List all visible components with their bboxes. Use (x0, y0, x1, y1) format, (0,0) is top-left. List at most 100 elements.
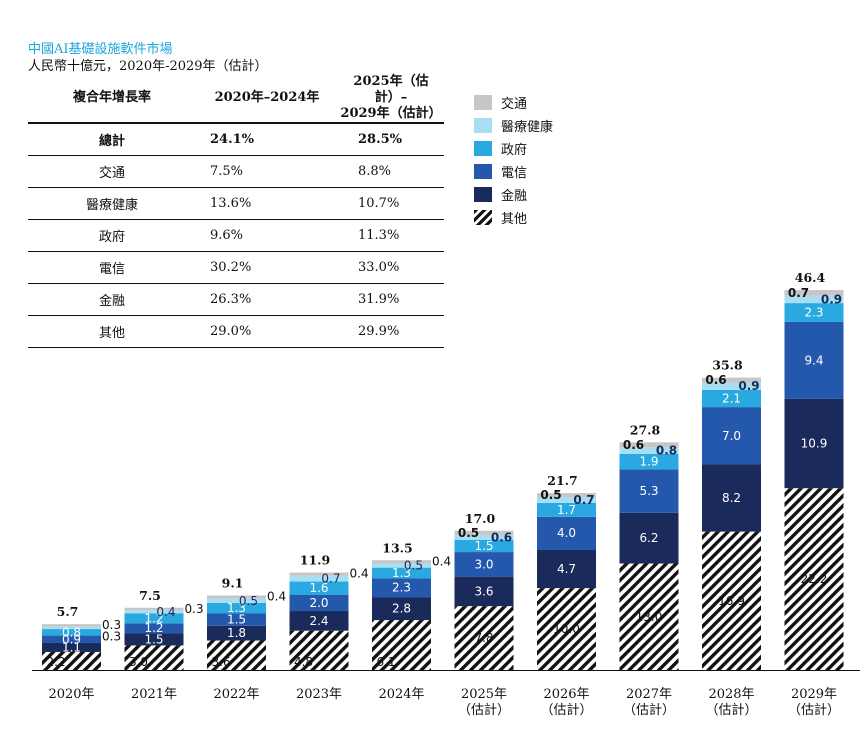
data-label: 0.7 (788, 286, 809, 300)
legend-label: 金融 (501, 189, 528, 204)
data-label: 10.0 (553, 622, 580, 636)
bar-segment (124, 613, 184, 624)
cagr-row-label: 金融 (28, 283, 196, 316)
data-label: 5.3 (639, 484, 658, 498)
cagr-value-2025-2029: 31.9% (338, 283, 444, 316)
cagr-value-2020-2024: 30.2% (196, 251, 338, 284)
data-label: 1.3 (227, 601, 246, 615)
bar-segment (537, 497, 596, 503)
bar-segment (207, 595, 266, 599)
cagr-value-2025-2029: 33.0% (338, 251, 444, 284)
data-label: 1.5 (227, 613, 246, 627)
data-label: 0.9 (821, 292, 842, 306)
bar-segment (454, 552, 514, 577)
bar-segment (372, 560, 431, 564)
total-label: 21.7 (547, 473, 577, 488)
data-label: 8.2 (722, 491, 741, 505)
data-label: 0.4 (432, 554, 451, 568)
total-label: 11.9 (300, 553, 330, 568)
data-label: 6.2 (639, 531, 658, 545)
data-label: 1.2 (144, 611, 163, 625)
bar-segment (207, 625, 266, 641)
chart-title: 中國AI基礎設施軟件市場 (28, 42, 173, 57)
bar-segment (372, 563, 431, 568)
legend-label: 其他 (501, 212, 528, 227)
cagr-value-2025-2029: 29.9% (338, 315, 444, 348)
cagr-value-2020-2024: 24.1% (196, 123, 338, 156)
bar-segment (537, 502, 596, 517)
data-label: 2.3 (804, 306, 823, 320)
bar-segment (124, 645, 184, 670)
legend: 交通醫療健康政府電信金融其他 (474, 91, 553, 229)
bar-segment (619, 453, 679, 470)
total-label: 5.7 (57, 604, 79, 619)
data-label: 1.9 (639, 455, 658, 469)
bar-segment (454, 530, 514, 535)
x-tick-label: （估計） (623, 702, 675, 718)
bar-segment (784, 488, 844, 670)
cagr-row-label: 電信 (28, 251, 196, 284)
total-label: 9.1 (222, 575, 244, 590)
total-label: 7.5 (139, 588, 161, 603)
cagr-value-2020-2024: 13.6% (196, 187, 338, 220)
bar-segment (207, 598, 266, 603)
cagr-value-2025-2029: 8.8% (338, 155, 444, 188)
x-tick-label: 2028年 (708, 687, 754, 702)
cagr-row-label: 醫療健康 (28, 187, 196, 220)
legend-swatch (474, 141, 492, 156)
cagr-row: 醫療健康 13.6% 10.7% (28, 187, 444, 220)
data-label: 1.8 (227, 626, 246, 640)
data-label: 22.2 (801, 572, 828, 586)
data-label: 3.0 (474, 557, 493, 571)
data-label: 0.5 (404, 559, 423, 573)
data-label: 0.6 (491, 530, 512, 544)
legend-item: 醫療健康 (474, 114, 553, 137)
data-label: 2.1 (722, 392, 741, 406)
total-label: 46.4 (795, 270, 826, 285)
bar-segment (454, 534, 514, 540)
data-label: 3.0 (129, 655, 148, 669)
bar-segment (454, 539, 514, 553)
bar-segment (702, 531, 761, 670)
cagr-value-2020-2024: 7.5% (196, 155, 338, 188)
bar-segment (537, 549, 596, 589)
data-label: 0.9 (738, 379, 759, 393)
bar-segment (207, 640, 266, 670)
data-label: 0.3 (102, 630, 121, 644)
x-tick-label: 2021年 (131, 687, 177, 702)
data-label: 0.3 (185, 602, 204, 616)
legend-swatch (474, 210, 492, 225)
bar-segment (289, 581, 349, 595)
legend-label: 電信 (501, 166, 528, 181)
chart-subtitle: 人民幣十億元，2020年-2029年（估計） (28, 59, 268, 74)
cagr-value-2020-2024: 26.3% (196, 283, 338, 316)
legend-item: 政府 (474, 137, 553, 160)
bar-segment (784, 321, 844, 399)
legend-label: 交通 (501, 97, 528, 112)
cagr-row: 其他 29.0% 29.9% (28, 315, 444, 348)
data-label: 3.6 (474, 584, 493, 598)
x-tick-label: 2022年 (213, 687, 259, 702)
x-tick-label: 2020年 (48, 687, 94, 702)
legend-swatch (474, 187, 492, 202)
bar-segment (454, 606, 514, 670)
data-label: 0.7 (321, 572, 340, 586)
bar-segment (619, 447, 679, 454)
legend-label: 醫療健康 (501, 120, 554, 135)
data-label: 0.5 (239, 594, 258, 608)
cagr-value-2025-2029: 11.3% (338, 219, 444, 252)
x-tick-label: （估計） (788, 702, 840, 718)
data-label: 0.4 (156, 605, 175, 619)
cagr-row-label: 交通 (28, 155, 196, 188)
bar-segment (42, 624, 101, 627)
bar-segment (207, 613, 266, 626)
data-label: 2.4 (309, 614, 328, 628)
legend-item: 金融 (474, 183, 553, 206)
legend-swatch (474, 164, 492, 179)
data-label: 7.8 (474, 631, 493, 645)
bar-segment (619, 469, 679, 513)
bar-segment (42, 635, 101, 643)
data-label: 1.5 (474, 539, 493, 553)
bar-segment (42, 629, 101, 636)
x-tick-label: 2026年 (543, 687, 589, 702)
